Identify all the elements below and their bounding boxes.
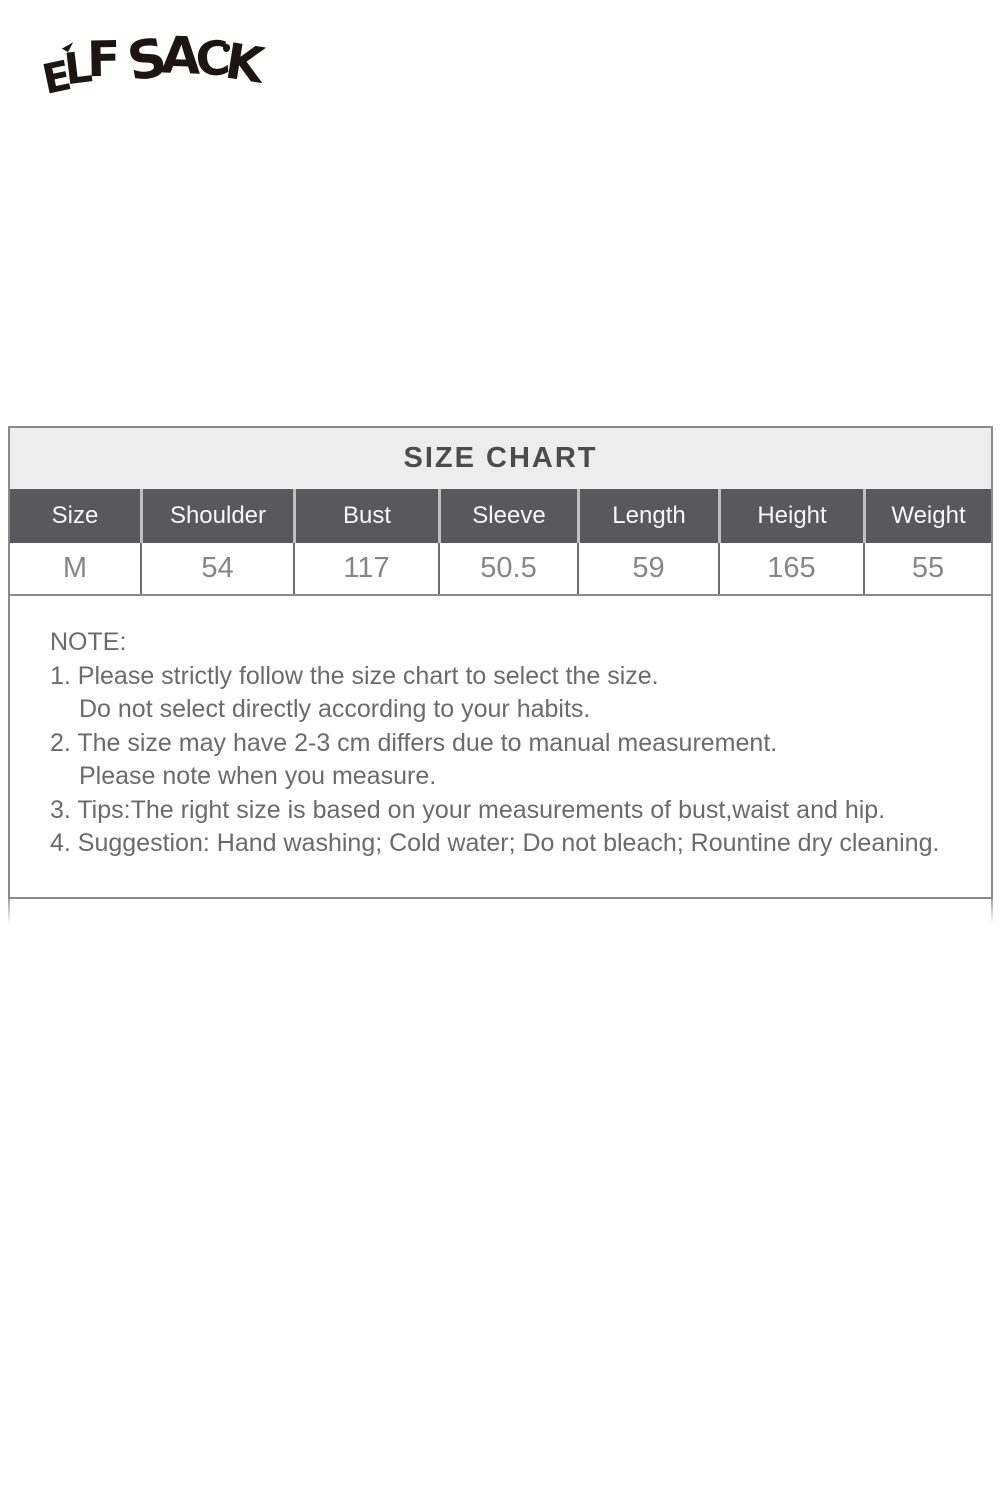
header-cell-size: Size bbox=[51, 502, 99, 529]
brand-logo: ELFSACK bbox=[38, 26, 266, 119]
header-cell-length: Length bbox=[577, 489, 718, 543]
next-section-partial-box bbox=[8, 894, 993, 923]
notes-section: NOTE: 1. Please strictly follow the size… bbox=[10, 596, 991, 897]
data-cell-bust: 117 bbox=[293, 543, 438, 594]
header-cell-sleeve: Sleeve bbox=[438, 489, 577, 543]
note-line-1: 1. Please strictly follow the size chart… bbox=[50, 661, 659, 690]
size-table-data-row: M 54 117 50.5 59 165 55 bbox=[10, 543, 991, 596]
note-line-3: 3. Tips:The right size is based on your … bbox=[50, 795, 886, 824]
header-cell-shoulder: Shoulder bbox=[140, 489, 293, 543]
logo-letter: K bbox=[221, 32, 266, 95]
header-cell-bust: Bust bbox=[293, 489, 438, 543]
data-cell-size: M bbox=[62, 552, 88, 584]
note-line-4: 4. Suggestion: Hand washing; Cold water;… bbox=[50, 829, 940, 857]
note-line-2b: Please note when you measure. bbox=[79, 762, 437, 790]
size-table-header-row: Size Shoulder Bust Sleeve Length Height … bbox=[10, 489, 991, 543]
data-cell-sleeve: 50.5 bbox=[438, 543, 577, 594]
data-cell-shoulder: 54 bbox=[140, 543, 293, 594]
header-cell-height: Height bbox=[718, 489, 863, 543]
data-cell-length: 59 bbox=[577, 543, 718, 594]
size-chart-title: SIZE CHART bbox=[10, 428, 991, 489]
note-line-2: 2. The size may have 2-3 cm differs due … bbox=[50, 728, 778, 757]
note-line-1b: Do not select directly according to your… bbox=[79, 695, 591, 723]
logo-letter: F bbox=[86, 30, 120, 89]
size-chart-panel: SIZE CHART Size Shoulder Bust Sleeve Len… bbox=[8, 426, 993, 899]
data-cell-weight: 55 bbox=[863, 543, 991, 594]
note-heading: NOTE: bbox=[50, 628, 127, 656]
header-cell-weight: Weight bbox=[863, 489, 991, 543]
data-cell-height: 165 bbox=[718, 543, 863, 594]
